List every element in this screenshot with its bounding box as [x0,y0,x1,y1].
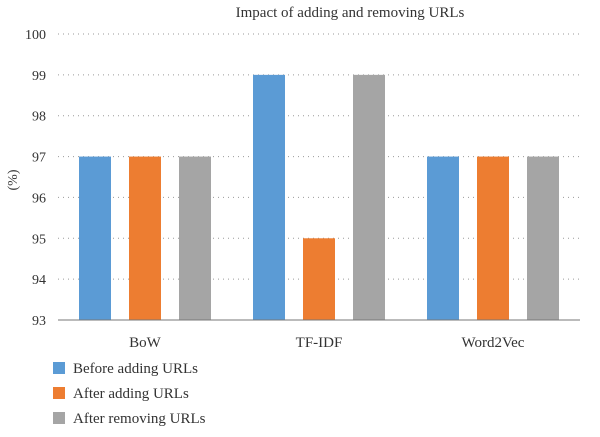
bars [79,74,559,320]
x-tick-label: TF-IDF [296,335,343,351]
bar-word2vec-series-2 [477,156,509,320]
bar-word2vec-series-3 [527,156,559,320]
y-tick-label: 93 [32,314,46,329]
legend-swatch [53,362,65,374]
bar-bow-series-1 [79,156,111,320]
y-tick-label: 96 [32,191,46,206]
bar-word2vec-series-1 [427,156,459,320]
y-tick-label: 95 [32,232,46,247]
y-axis-label: (%) [6,169,21,190]
legend-swatch [53,387,65,399]
x-tick-label: Word2Vec [462,335,525,351]
legend-label: After adding URLs [73,386,189,402]
bar-tf-idf-series-3 [353,74,385,320]
bar-bow-series-3 [179,156,211,320]
x-tick-label: BoW [129,335,162,351]
y-tick-labels: 93 94 95 96 97 98 99 100 [25,28,46,329]
bar-tf-idf-series-2 [303,238,335,320]
x-tick-labels: BoW TF-IDF Word2Vec [129,335,525,351]
legend-swatch [53,412,65,424]
y-tick-label: 98 [32,110,46,125]
y-tick-label: 97 [32,151,46,166]
bar-tf-idf-series-1 [253,74,285,320]
y-tick-label: 94 [32,273,46,288]
y-tick-label: 100 [25,28,46,43]
bar-bow-series-2 [129,156,161,320]
legend: Before adding URLs After adding URLs After… [53,361,206,427]
chart-title: Impact of adding and removing URLs [236,5,465,21]
legend-label: After removing URLs [73,411,206,427]
legend-label: Before adding URLs [73,361,198,377]
y-tick-label: 99 [32,69,46,84]
